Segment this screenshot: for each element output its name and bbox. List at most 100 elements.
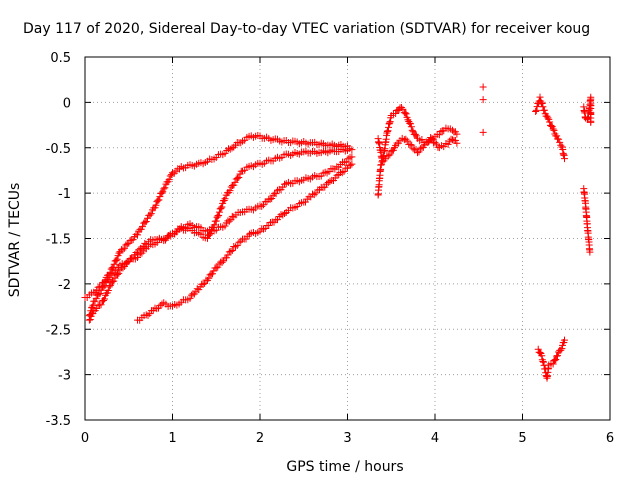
data-point	[120, 244, 128, 252]
data-point	[129, 254, 137, 262]
data-point	[225, 217, 233, 225]
y-axis-label: SDTVAR / TECUs	[7, 183, 23, 298]
data-point	[383, 128, 391, 136]
data-point	[538, 99, 546, 107]
data-point	[110, 277, 118, 285]
data-point	[93, 305, 101, 313]
data-point	[281, 180, 288, 188]
data-point	[210, 221, 218, 229]
data-point	[415, 148, 423, 156]
data-point	[384, 127, 392, 135]
data-point	[119, 264, 127, 272]
data-point	[561, 155, 568, 163]
data-point	[134, 249, 141, 257]
y-tick-label: -3.5	[46, 414, 71, 429]
data-point	[104, 287, 112, 295]
data-point	[86, 311, 94, 319]
x-tick-label: 2	[256, 431, 264, 446]
data-point	[158, 189, 166, 197]
data-point	[156, 193, 164, 201]
data-point	[100, 295, 108, 303]
data-point	[586, 248, 594, 256]
data-point	[134, 231, 141, 239]
data-point	[409, 145, 417, 153]
data-point	[554, 352, 561, 360]
data-point	[540, 106, 548, 114]
data-point	[424, 138, 432, 146]
data-point	[111, 274, 119, 282]
data-point	[141, 218, 149, 226]
data-point	[399, 105, 407, 113]
data-point	[163, 233, 171, 241]
data-point	[110, 260, 118, 268]
data-point	[265, 222, 273, 230]
data-point	[534, 345, 542, 353]
data-point	[533, 103, 541, 111]
data-point	[228, 144, 236, 152]
data-point	[587, 118, 595, 126]
data-point	[323, 169, 331, 177]
data-point	[321, 168, 329, 176]
data-point	[557, 346, 565, 354]
data-point	[125, 239, 133, 247]
data-point	[430, 139, 438, 147]
data-point	[266, 195, 274, 203]
data-point	[235, 173, 243, 181]
data-point	[281, 210, 288, 218]
data-point	[220, 197, 228, 205]
y-tick-labels: 0.5 0 -0.5 -1 -1.5 -2 -2.5 -3 -3.5	[46, 51, 71, 429]
data-point	[231, 178, 239, 186]
data-point	[199, 280, 207, 288]
data-point	[215, 260, 223, 268]
data-point	[204, 234, 211, 242]
data-point	[386, 119, 394, 127]
data-point	[155, 196, 163, 204]
y-tick-label: -2.5	[46, 323, 71, 338]
data-point	[147, 210, 155, 218]
data-point	[125, 257, 133, 265]
data-point	[221, 149, 229, 157]
data-point	[309, 190, 316, 198]
data-point	[348, 153, 356, 161]
data-point	[547, 122, 555, 130]
data-point	[195, 286, 203, 294]
data-point	[161, 184, 169, 192]
data-point	[228, 247, 236, 255]
data-point	[274, 186, 281, 194]
data-point	[537, 99, 545, 107]
data-point	[228, 212, 236, 220]
data-point	[386, 118, 394, 126]
data-point	[540, 358, 547, 366]
x-tick-label: 3	[343, 431, 351, 446]
data-point	[381, 155, 389, 163]
y-tick-label: -1	[58, 187, 71, 202]
data-point	[544, 114, 552, 122]
data-point	[187, 291, 195, 299]
data-point	[550, 357, 558, 365]
data-point	[556, 138, 564, 146]
data-point	[407, 123, 415, 131]
data-point	[404, 116, 412, 124]
data-point	[141, 239, 149, 247]
data-point	[144, 311, 152, 319]
data-point	[551, 356, 559, 364]
data-point	[112, 256, 120, 264]
data-point	[536, 93, 544, 101]
data-point	[453, 130, 461, 138]
data-point	[234, 174, 241, 182]
data-point	[89, 301, 97, 309]
data-point	[99, 296, 107, 304]
x-tick-label: 6	[606, 431, 614, 446]
data-point	[100, 283, 108, 291]
data-point	[403, 137, 411, 145]
data-point	[85, 312, 93, 320]
data-point	[552, 355, 560, 363]
data-point	[260, 225, 267, 233]
data-point	[406, 141, 414, 149]
grid-lines	[85, 57, 610, 420]
data-point	[217, 204, 225, 212]
data-point	[561, 336, 568, 344]
data-point	[543, 112, 551, 120]
data-point	[408, 126, 416, 134]
data-point	[215, 211, 223, 219]
